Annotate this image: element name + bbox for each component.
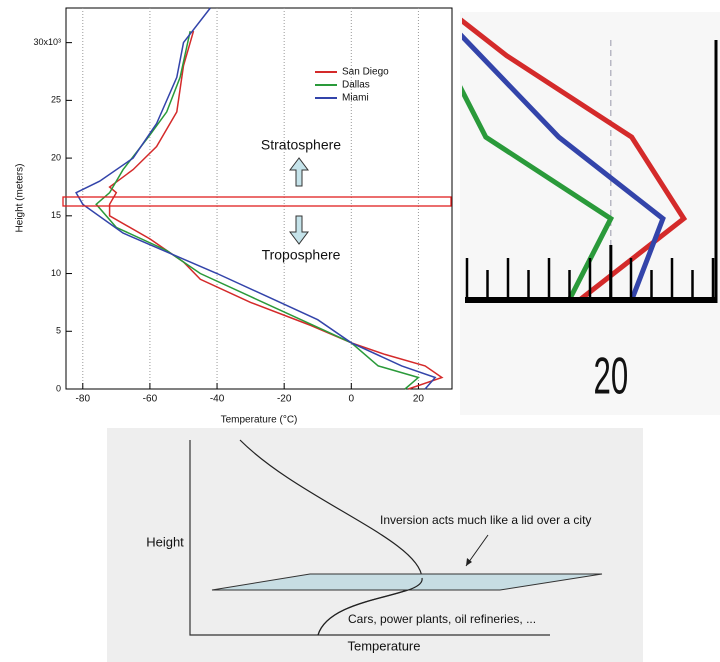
x-axis-label: Temperature (°C) xyxy=(221,415,298,426)
x-tick-label: 20 xyxy=(593,348,628,406)
legend-label: Dallas xyxy=(342,80,370,91)
y-tick-label: 25 xyxy=(51,95,61,105)
x-tick-label: 0 xyxy=(349,394,355,405)
legend-label: San Diego xyxy=(342,67,389,78)
inset-chart xyxy=(462,17,688,302)
tropopause-box xyxy=(62,196,452,207)
diagram-x-label: Temperature xyxy=(348,638,421,653)
x-tick-label: -80 xyxy=(76,394,91,405)
arrow-down xyxy=(289,215,309,245)
x-tick-label: -40 xyxy=(210,394,225,405)
annotation: Stratosphere xyxy=(261,137,341,153)
series-line xyxy=(75,7,437,390)
series-line xyxy=(95,30,420,390)
y-tick-label: 0 xyxy=(56,383,61,393)
main-chart: -80 -60 -40 -20 0 20 0 5 10 15 20 25 30x10³ San Diego… xyxy=(33,7,444,405)
x-tick-label: -60 xyxy=(143,394,158,405)
x-tick-label: -20 xyxy=(277,394,292,405)
inset-line xyxy=(462,17,688,302)
profile-below xyxy=(317,577,423,636)
y-tick-label: 10 xyxy=(51,268,61,278)
y-tick-label: 30x10³ xyxy=(33,37,61,47)
x-tick-label: 20 xyxy=(413,394,425,405)
y-tick-label: 20 xyxy=(51,152,61,162)
pointer-head xyxy=(466,558,472,566)
y-tick-label: 5 xyxy=(56,326,61,336)
plot-frame xyxy=(65,7,453,390)
inversion-lid xyxy=(211,573,603,591)
inset-ticks: 20 xyxy=(465,245,715,406)
legend-label: Miami xyxy=(342,93,369,104)
diagram-note: Cars, power plants, oil refineries, ... xyxy=(348,612,536,626)
y-axis-label: Height (meters) xyxy=(15,164,26,233)
y-tick-label: 15 xyxy=(51,210,61,220)
arrow-up xyxy=(289,157,309,187)
diagram-axes xyxy=(189,440,550,636)
diagram-y-label: Height xyxy=(146,534,184,549)
annotation: Troposphere xyxy=(262,247,341,263)
diagram-bg xyxy=(107,428,643,662)
diagram-note: Inversion acts much like a lid over a ci… xyxy=(380,513,591,527)
series-line xyxy=(108,30,444,390)
